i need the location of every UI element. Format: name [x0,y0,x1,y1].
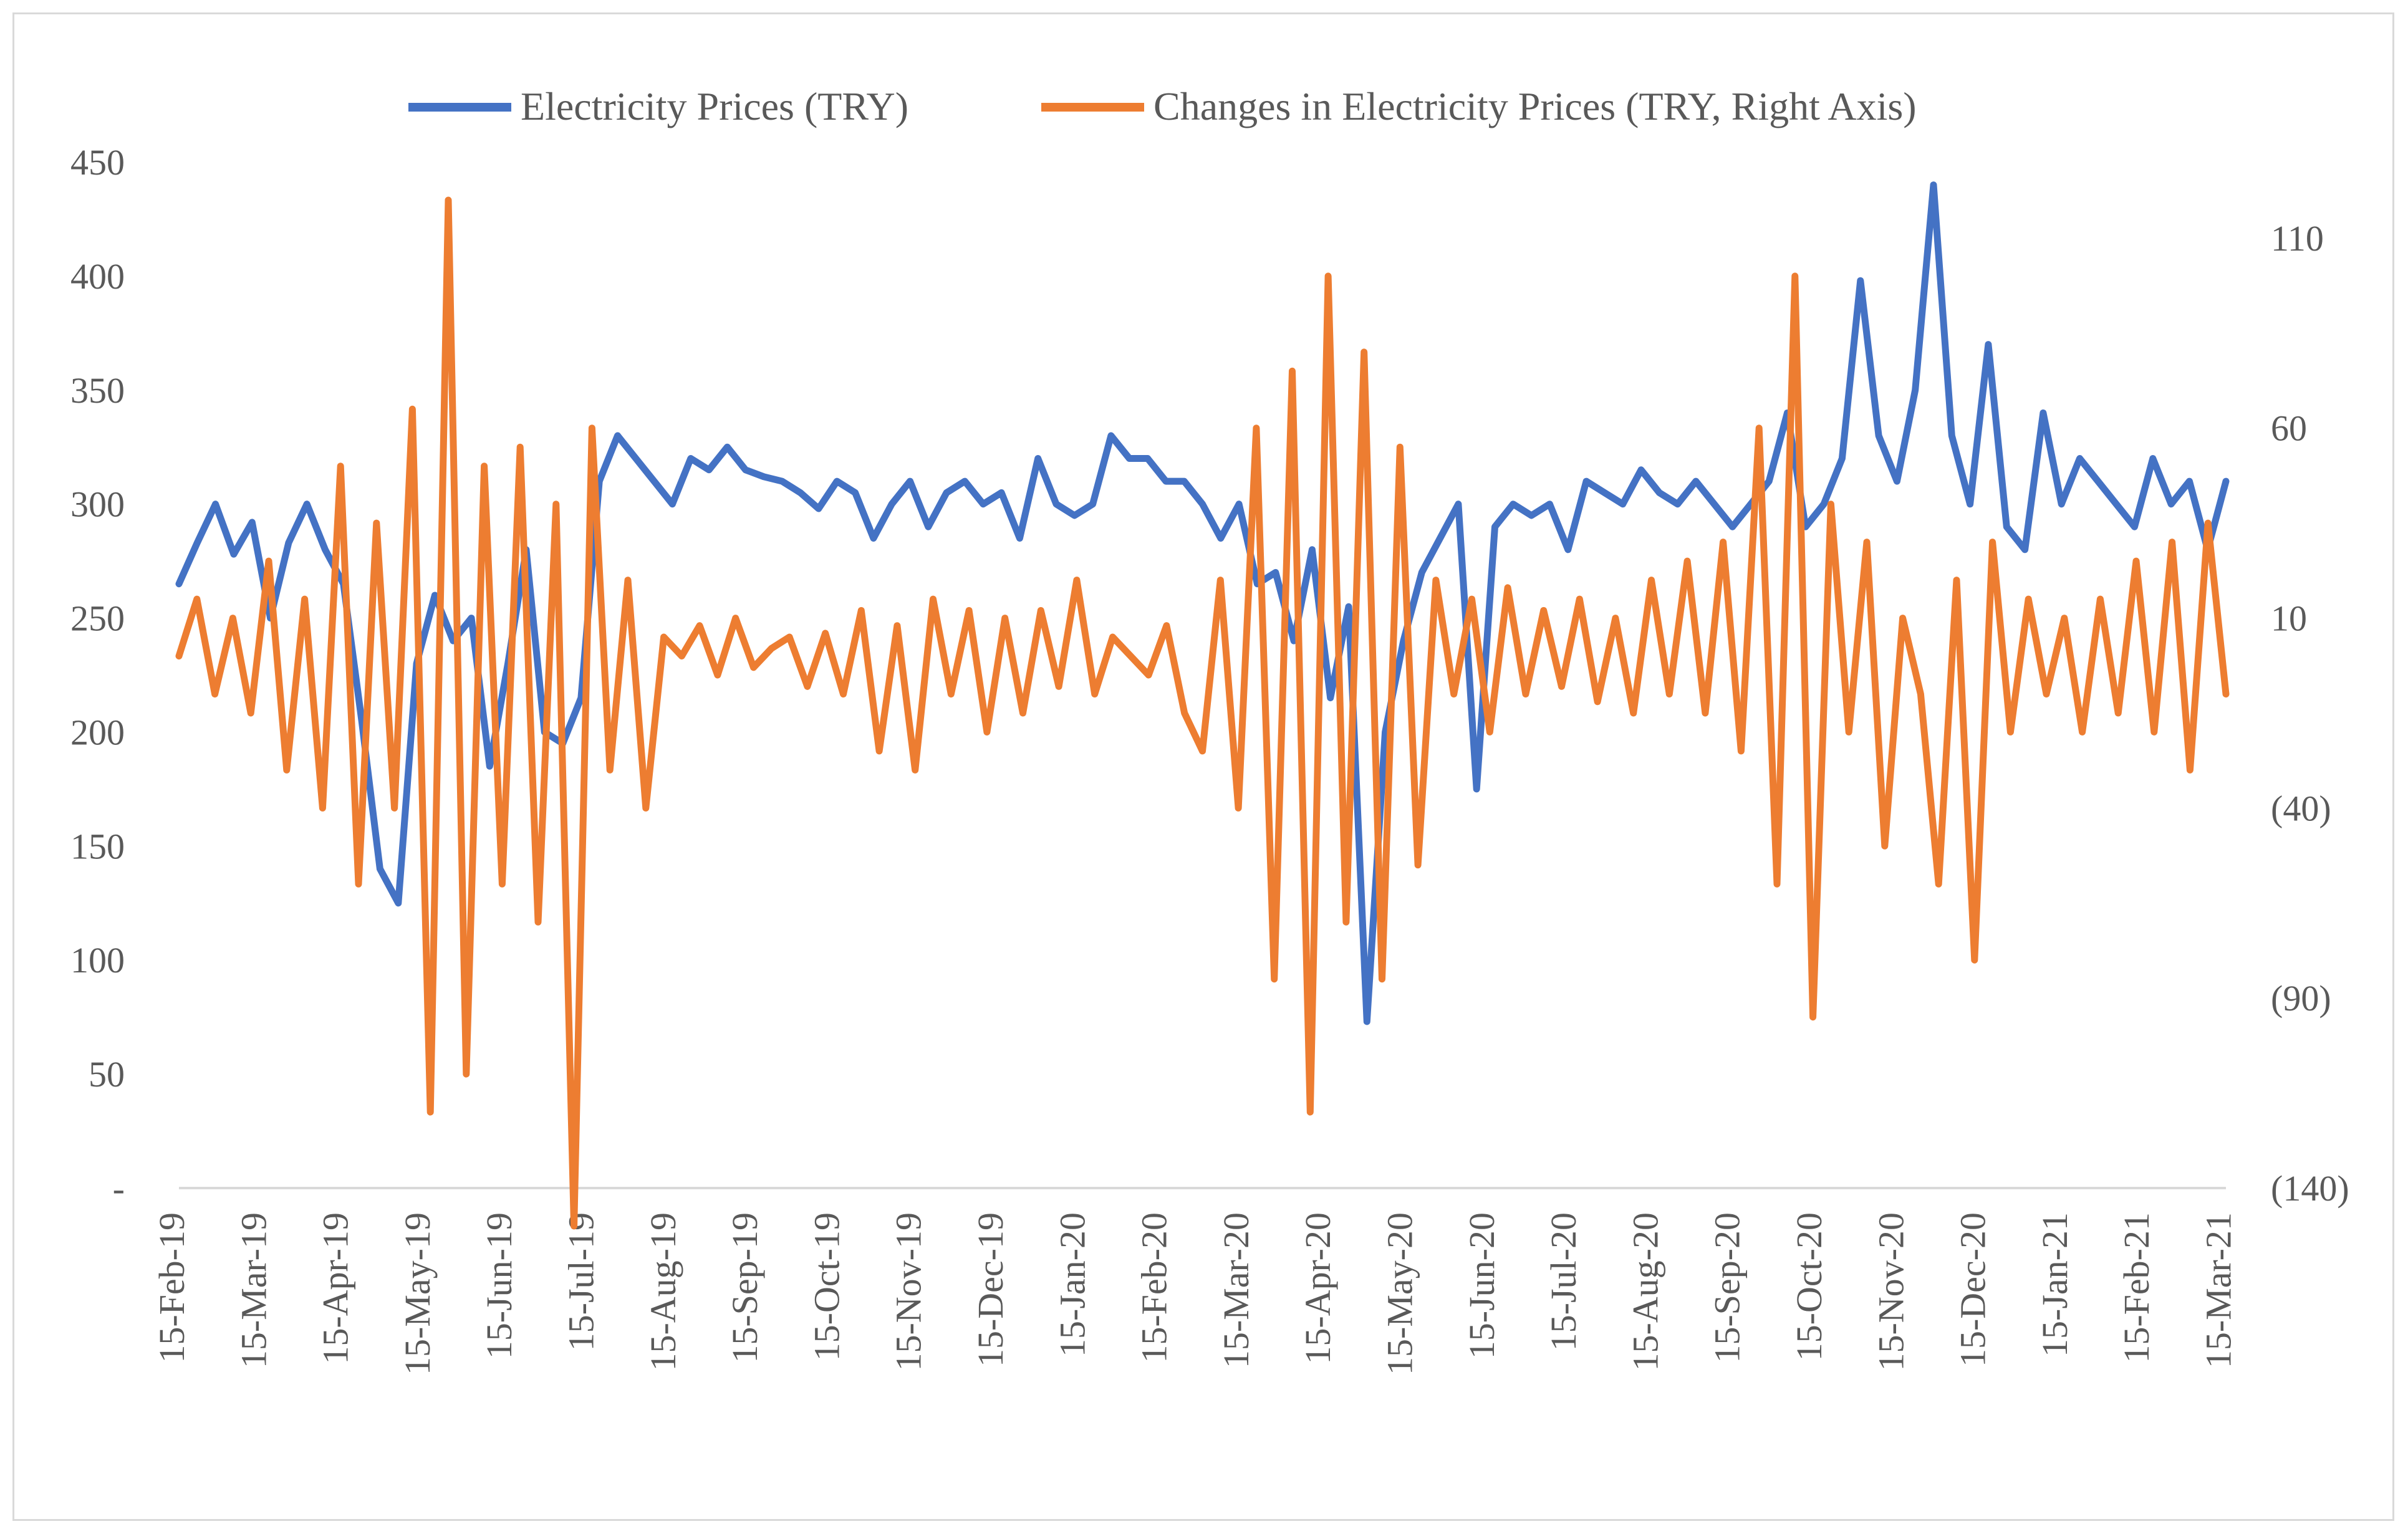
x-tick-label: 15-Aug-19 [643,1212,683,1371]
series-line-electricity-prices [175,181,2230,1025]
x-tick-label: 15-Apr-20 [1298,1212,1338,1364]
x-tick-label: 15-May-19 [397,1212,438,1375]
x-tick-label: 15-Oct-19 [806,1212,847,1361]
left-tick-label: 50 [89,1054,125,1095]
left-tick-label: 400 [70,256,125,297]
left-tick-label: 350 [70,370,125,411]
x-tick-label: 15-Nov-19 [889,1212,929,1371]
right-tick-label: (40) [2271,788,2331,828]
left-tick-label: 450 [70,142,125,183]
x-tick-label: 15-Jun-19 [479,1212,519,1359]
x-tick-label: 15-Aug-20 [1625,1212,1665,1371]
legend: Electricity Prices (TRY) Changes in Elec… [408,84,1917,128]
right-tick-label: 10 [2271,598,2307,639]
x-tick-label: 15-Dec-20 [1953,1212,1993,1367]
legend-label-price-changes: Changes in Electricity Prices (TRY, Righ… [1153,84,1917,128]
right-tick-label: (90) [2271,978,2331,1019]
x-tick-label: 15-Nov-20 [1871,1212,1911,1371]
right-tick-label: 110 [2271,218,2324,259]
x-tick-label: 15-Feb-20 [1134,1212,1175,1363]
x-tick-label: 15-Mar-21 [2199,1212,2239,1368]
x-tick-label: 15-Jan-21 [2035,1212,2075,1357]
x-tick-label: 15-Dec-19 [970,1212,1011,1367]
right-tick-label: (140) [2271,1168,2349,1209]
x-tick-label: 15-Sep-20 [1707,1212,1748,1363]
x-tick-label: 15-Feb-21 [2116,1212,2157,1363]
x-tick-label: 15-Jun-20 [1462,1212,1502,1359]
x-tick-label: 15-Jan-20 [1052,1212,1092,1357]
right-axis-ticks: (140) (90) (40) 10 60 110 [2271,218,2349,1209]
x-tick-label: 15-Jul-20 [1543,1212,1584,1351]
x-tick-label: 15-Mar-19 [233,1212,274,1368]
x-tick-label: 15-Apr-19 [315,1212,356,1364]
x-tick-label: 15-Feb-19 [152,1212,192,1363]
left-axis-ticks: - 50 100 150 200 250 300 350 400 450 [70,142,125,1209]
series-line-price-changes [175,196,2230,1230]
x-tick-label: 15-Mar-20 [1216,1212,1256,1368]
x-tick-label: 15-Sep-19 [725,1212,765,1363]
legend-label-electricity-prices: Electricity Prices (TRY) [521,84,908,128]
series-layer [175,181,2230,1230]
x-tick-label: 15-Oct-20 [1789,1212,1829,1361]
left-tick-label: - [113,1168,125,1209]
left-tick-label: 100 [70,940,125,980]
x-axis-ticks: 15-Feb-19 15-Mar-19 15-Apr-19 15-May-19 15-J… [152,1212,2239,1375]
right-tick-label: 60 [2271,408,2307,449]
left-tick-label: 250 [70,598,125,639]
left-tick-label: 300 [70,484,125,525]
x-tick-label: 15-May-20 [1380,1212,1420,1375]
left-tick-label: 150 [70,826,125,866]
x-tick-label: 15-Jul-19 [561,1212,602,1351]
left-tick-label: 200 [70,712,125,752]
